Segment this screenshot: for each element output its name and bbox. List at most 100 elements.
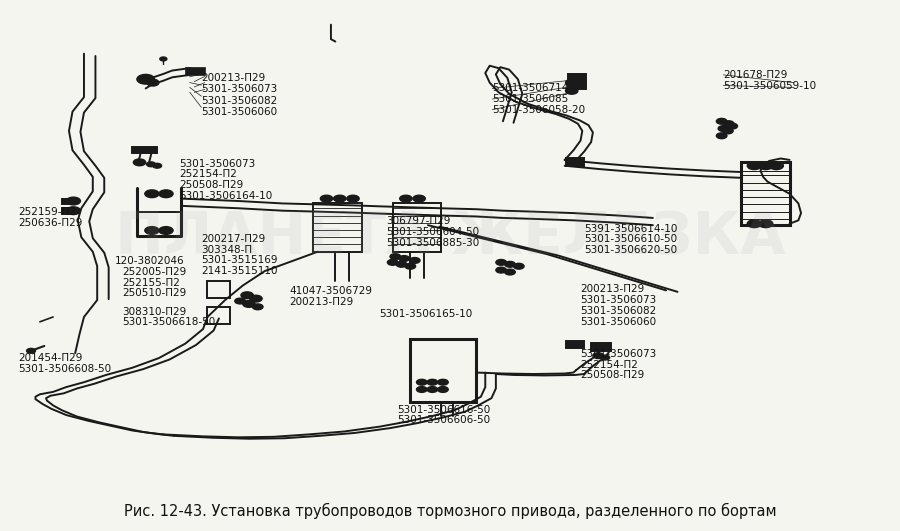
- Text: 201454-П29: 201454-П29: [18, 353, 82, 363]
- Circle shape: [27, 348, 35, 353]
- Circle shape: [565, 88, 578, 94]
- Text: 200217-П29: 200217-П29: [202, 234, 266, 244]
- Circle shape: [243, 301, 255, 307]
- Circle shape: [145, 190, 159, 198]
- Circle shape: [410, 258, 420, 263]
- Text: 5301-3506085: 5301-3506085: [492, 94, 569, 104]
- Bar: [132, 147, 157, 153]
- Text: 5301-3506073: 5301-3506073: [202, 84, 277, 95]
- Text: 5301-3506714: 5301-3506714: [492, 83, 569, 93]
- Circle shape: [716, 118, 727, 124]
- Text: 5301-3506610-50: 5301-3506610-50: [584, 234, 677, 244]
- Text: 250636-П29: 250636-П29: [18, 218, 82, 228]
- Circle shape: [437, 387, 448, 392]
- Circle shape: [147, 79, 159, 86]
- Text: 200213-П29: 200213-П29: [290, 297, 354, 307]
- Circle shape: [505, 269, 516, 275]
- Text: 5301-3506082: 5301-3506082: [580, 306, 657, 316]
- Circle shape: [145, 227, 159, 234]
- Text: 252005-П29: 252005-П29: [122, 267, 186, 277]
- Text: 252154-П2: 252154-П2: [179, 169, 237, 179]
- Text: 5301-3506060: 5301-3506060: [202, 107, 277, 117]
- Circle shape: [334, 195, 346, 202]
- Circle shape: [718, 126, 729, 132]
- Text: 5301-3506060: 5301-3506060: [580, 317, 657, 327]
- Text: 201678-П29: 201678-П29: [724, 70, 788, 80]
- Circle shape: [417, 387, 428, 392]
- Bar: [62, 208, 75, 214]
- Circle shape: [241, 292, 253, 298]
- Bar: [568, 74, 586, 81]
- Bar: [62, 199, 75, 204]
- Circle shape: [759, 220, 773, 228]
- Text: 250508-П29: 250508-П29: [580, 371, 644, 380]
- Circle shape: [159, 227, 173, 234]
- Circle shape: [396, 261, 407, 267]
- Text: 252155-П2: 252155-П2: [122, 278, 180, 288]
- Circle shape: [575, 82, 586, 88]
- Text: 5301-3515169: 5301-3515169: [202, 255, 278, 266]
- Text: 250508-П29: 250508-П29: [179, 180, 244, 190]
- Circle shape: [147, 162, 156, 167]
- Text: 5301-3506620-50: 5301-3506620-50: [584, 245, 677, 255]
- Circle shape: [346, 195, 359, 202]
- Bar: [313, 203, 362, 252]
- Text: 306797-П29: 306797-П29: [386, 216, 451, 226]
- Text: 5301-3506059-10: 5301-3506059-10: [724, 81, 816, 90]
- Bar: [207, 281, 230, 298]
- Text: 303348-П: 303348-П: [202, 245, 252, 255]
- Circle shape: [160, 57, 166, 61]
- Text: 5301-3506073: 5301-3506073: [580, 295, 657, 305]
- Circle shape: [250, 295, 262, 302]
- Bar: [591, 343, 610, 351]
- Text: 5301-3506073: 5301-3506073: [179, 159, 256, 169]
- Text: Рис. 12-43. Установка трубопроводов тормозного привода, разделенного по бортам: Рис. 12-43. Установка трубопроводов торм…: [123, 503, 777, 519]
- Circle shape: [505, 261, 516, 267]
- Circle shape: [153, 164, 162, 168]
- Circle shape: [252, 304, 263, 310]
- Circle shape: [437, 379, 448, 385]
- Text: ПЛАНЕТА ЖЕЛЕЗКА: ПЛАНЕТА ЖЕЛЕЗКА: [115, 209, 785, 266]
- Circle shape: [723, 128, 734, 134]
- Bar: [207, 307, 230, 324]
- Circle shape: [159, 190, 173, 198]
- Circle shape: [399, 255, 410, 261]
- Text: 5301-3506618-50: 5301-3506618-50: [122, 318, 215, 327]
- Text: 120-3802046: 120-3802046: [115, 256, 184, 267]
- Circle shape: [770, 162, 783, 169]
- Circle shape: [67, 197, 80, 205]
- Text: 5301-3506165-10: 5301-3506165-10: [380, 309, 473, 319]
- Bar: [741, 162, 789, 225]
- Circle shape: [67, 207, 80, 215]
- Bar: [566, 341, 584, 348]
- Bar: [392, 203, 441, 252]
- Text: 200213-П29: 200213-П29: [580, 284, 644, 294]
- Bar: [410, 339, 476, 401]
- Circle shape: [235, 298, 246, 304]
- Text: 5301-3506608-50: 5301-3506608-50: [18, 364, 111, 374]
- Text: 5301-3506058-20: 5301-3506058-20: [492, 105, 586, 115]
- Text: 5391-3506614-10: 5391-3506614-10: [584, 224, 678, 234]
- Bar: [185, 67, 205, 75]
- Circle shape: [428, 387, 437, 392]
- Circle shape: [137, 74, 155, 84]
- Text: 2141-3515110: 2141-3515110: [202, 266, 278, 276]
- Circle shape: [496, 267, 507, 273]
- Text: 5301-3506604-50: 5301-3506604-50: [386, 227, 480, 237]
- Circle shape: [727, 123, 737, 129]
- Circle shape: [496, 260, 507, 266]
- Text: 5301-3506164-10: 5301-3506164-10: [179, 191, 273, 201]
- Circle shape: [320, 195, 333, 202]
- Circle shape: [413, 195, 426, 202]
- Circle shape: [759, 162, 773, 169]
- Circle shape: [390, 254, 400, 260]
- Text: 5301-3506082: 5301-3506082: [202, 96, 277, 106]
- Text: 41047-3506729: 41047-3506729: [290, 286, 373, 296]
- Circle shape: [133, 159, 146, 166]
- Text: 250510-П29: 250510-П29: [122, 288, 186, 298]
- Text: 308310-П29: 308310-П29: [122, 307, 186, 316]
- Circle shape: [747, 220, 761, 228]
- Circle shape: [716, 133, 727, 139]
- Circle shape: [387, 260, 398, 266]
- Text: 5301-3506616-50: 5301-3506616-50: [397, 405, 490, 415]
